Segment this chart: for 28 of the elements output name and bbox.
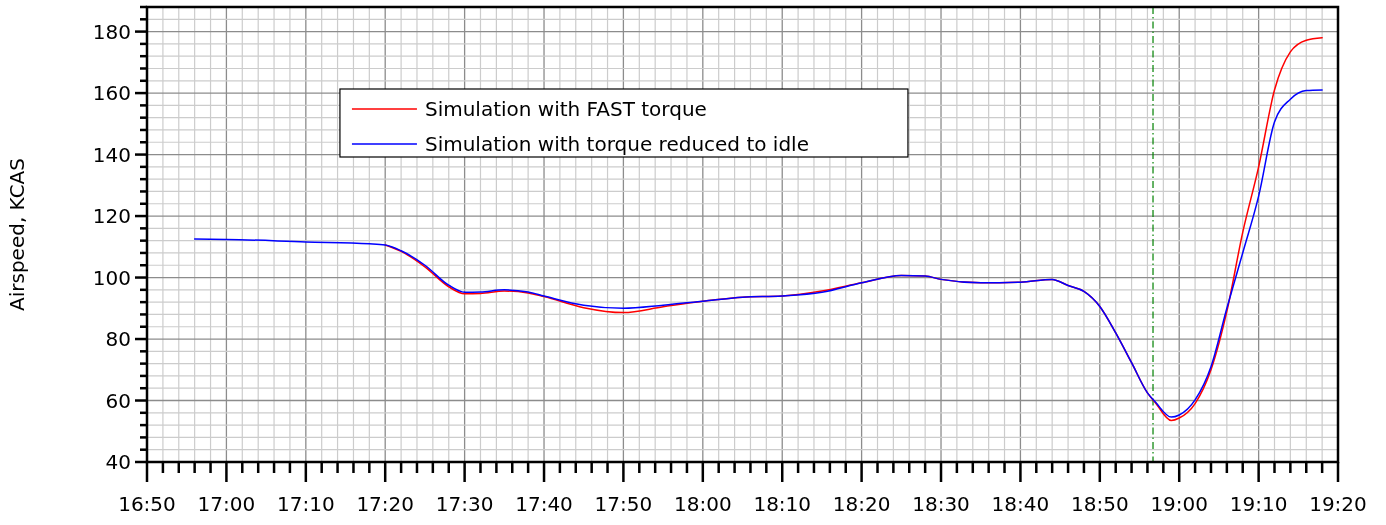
y-tick-label: 100	[92, 265, 131, 290]
x-tick-label: 19:10	[1229, 492, 1288, 516]
x-tick-label: 18:50	[1070, 492, 1129, 516]
x-tick-label: 19:20	[1309, 492, 1367, 516]
x-tick-label: 17:30	[435, 492, 494, 516]
x-tick-label: 17:50	[594, 492, 653, 516]
x-tick-label: 17:40	[515, 492, 573, 516]
x-tick-label: 18:30	[912, 492, 970, 516]
x-tick-label: 17:10	[277, 492, 335, 516]
legend-label: Simulation with torque reduced to idle	[424, 132, 809, 156]
legend-label: Simulation with FAST torque	[424, 97, 707, 121]
y-axis-title: Airspeed, KCAS	[5, 158, 29, 311]
x-tick-label: 17:20	[356, 492, 415, 516]
y-tick-label: 140	[92, 142, 131, 167]
y-tick-label: 180	[92, 19, 131, 44]
x-tick-label: 18:40	[991, 492, 1050, 516]
y-tick-label: 60	[105, 388, 131, 413]
x-tick-label: 18:00	[674, 492, 732, 516]
line-series	[193, 89, 1323, 418]
x-tick-label: 18:20	[832, 492, 891, 516]
x-tick-label: 19:00	[1150, 492, 1209, 516]
y-tick-label: 80	[105, 327, 131, 352]
y-tick-label: 40	[105, 450, 131, 474]
x-tick-label: 16:50	[118, 492, 176, 516]
x-tick-label: 18:10	[753, 492, 812, 516]
x-tick-label: 17:00	[197, 492, 256, 516]
y-tick-label: 120	[92, 204, 131, 229]
y-tick-label: 160	[92, 81, 131, 106]
